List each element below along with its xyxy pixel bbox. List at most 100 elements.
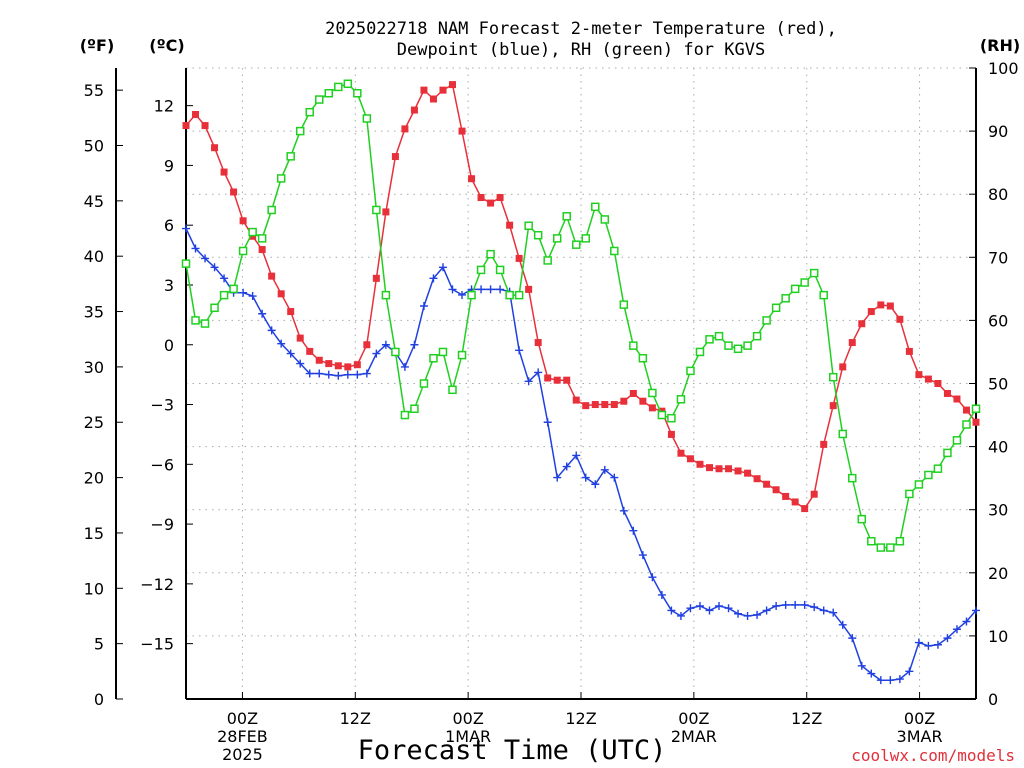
temperature-point [563,376,571,384]
rh-point [276,174,286,183]
rh-point [362,114,372,123]
temperature-point [315,356,323,364]
temperature-point [192,110,200,118]
rh-tick-label: 20 [988,564,1008,583]
temperature-point [848,339,856,347]
rh-point [743,341,752,350]
dewpoint-point [838,620,847,629]
rh-point [219,290,229,300]
rh-point [391,347,400,357]
dewpoint-point [419,302,428,311]
temperature-point [211,144,219,152]
rh-point [771,303,781,313]
temperature-point [858,320,866,328]
dewpoint-point [258,309,267,318]
dewpoint-point [553,473,562,482]
dewpoint-point [743,611,752,620]
rh-point [552,234,562,243]
fahrenheit-tick-label: 10 [84,579,104,598]
temperature-point [943,389,951,397]
fahrenheit-axis-unit: (ºF) [80,36,115,55]
temperature-point [715,465,723,473]
temperature-point [201,122,209,130]
fahrenheit-tick-label: 40 [84,247,104,266]
temperature-point [515,254,523,262]
rh-point [857,514,867,524]
temperature-point [829,402,837,410]
dewpoint-point [819,606,828,615]
temperature-point [782,492,790,500]
temperature-point [962,406,970,414]
temperature-point [439,86,447,94]
celsius-tick-label: 3 [164,276,174,295]
temperature-point [325,360,333,368]
rh-point [457,350,467,360]
dewpoint-point [829,608,838,617]
dewpoint-point [362,369,371,378]
time-tick-label: 00Z [678,709,709,728]
dewpoint-point [524,377,533,386]
dewpoint-point [315,369,324,378]
dewpoint-point [810,603,819,612]
time-tick-label: 00Z [227,709,258,728]
temperature-point [591,401,599,409]
dewpoint-point [591,480,600,489]
dewpoint-point [381,340,390,349]
grid-lines [186,67,976,700]
dewpoint-point [943,634,952,643]
temperature-point [382,208,390,216]
dewpoint-point [277,339,286,348]
temperature-point [734,467,742,475]
temperature-point [686,455,694,463]
rh-point [533,230,543,240]
celsius-tick-label: −15 [140,635,174,654]
rh-point [229,284,238,294]
rh-point [438,347,448,357]
rh-point [448,385,457,395]
rh-point [257,234,267,243]
dewpoint-point [705,606,714,615]
temperature-point [639,397,647,405]
rh-point [924,470,933,480]
temperature-point [839,363,847,371]
rh-point [714,331,724,341]
rh-tick-label: 10 [988,627,1008,646]
dewpoint-point [305,369,314,378]
dewpoint-point [876,676,885,685]
rh-point [638,354,648,363]
rh-point [343,79,353,89]
temperature-point [353,361,361,369]
temperature-point [182,122,190,130]
temperature-point [972,418,980,426]
time-tick-label: 28FEB [217,727,268,746]
rh-point [724,341,733,350]
dewpoint-point [619,506,628,515]
rh-tick-label: 100 [988,59,1019,78]
rh-point [286,152,295,161]
dewpoint-point [848,634,857,643]
dewpoint-point [372,349,381,358]
temperature-point [287,308,295,316]
dewpoint-point [458,290,467,299]
dewpoint-point [343,370,352,379]
temperature-point [601,401,609,409]
rh-point [562,212,571,221]
dewpoint-point [353,370,362,379]
time-tick-label: 1MAR [445,727,491,746]
temperature-point [525,285,533,293]
temperature-point [544,374,552,382]
dewpoint-point [762,606,771,615]
dewpoint-point [781,600,790,609]
fahrenheit-tick-label: 50 [84,136,104,155]
rh-tick-label: 80 [988,185,1008,204]
rh-point [914,480,924,489]
rh-point [600,215,610,224]
rh-point [752,331,762,341]
temperature-point [610,401,618,409]
dewpoint-point [400,362,409,371]
time-tick-label: 2025 [222,745,263,764]
temperature-point [753,475,761,483]
fahrenheit-tick-label: 5 [94,635,104,654]
dewpoint-point [905,667,914,676]
rh-axis-unit: (RH) [980,36,1020,55]
